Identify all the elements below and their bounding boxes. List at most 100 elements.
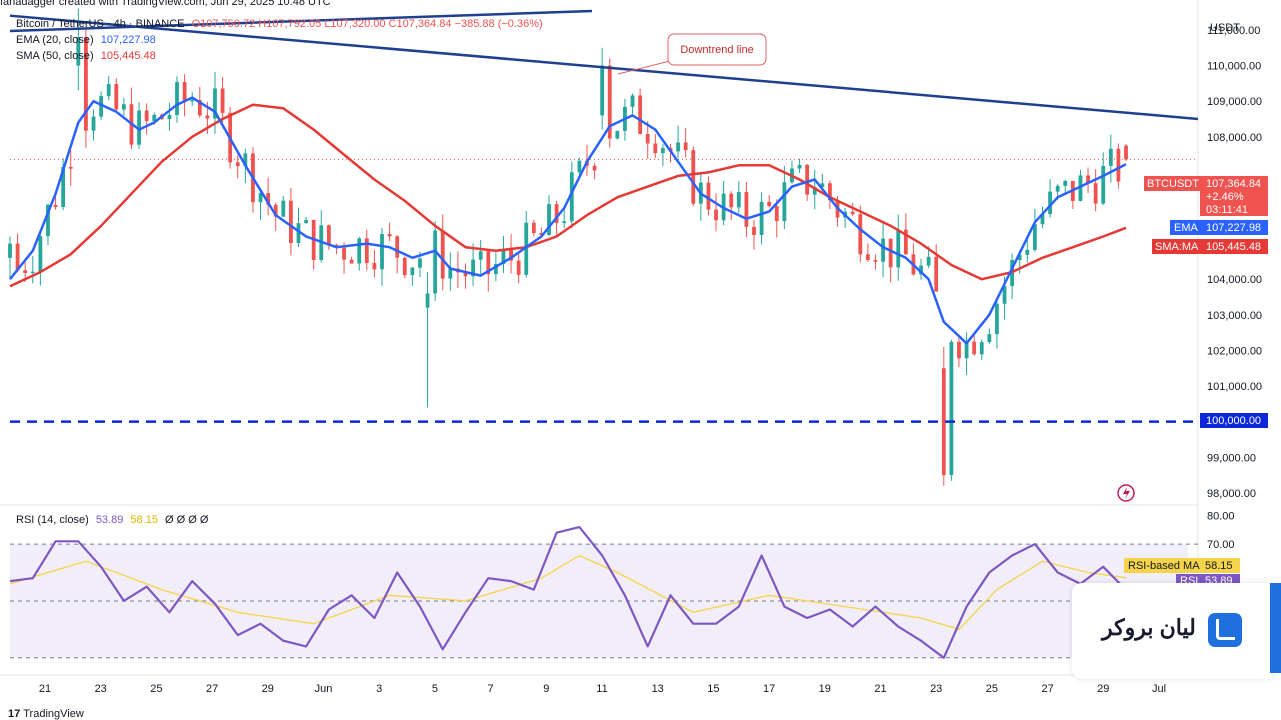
time-tick: 27	[1041, 683, 1053, 695]
candle-body	[660, 148, 665, 154]
candle-body	[926, 256, 931, 266]
time-tick: Jul	[1152, 683, 1166, 695]
candle-body	[243, 153, 248, 167]
candle-body	[979, 342, 984, 355]
candle-body	[516, 260, 521, 275]
price-tick: 111,000.00	[1207, 25, 1260, 37]
candle-body	[220, 88, 225, 113]
candle-body	[736, 192, 741, 208]
candle-body	[478, 251, 483, 260]
candle-body	[38, 236, 43, 272]
candle-body	[471, 259, 476, 277]
sma-tag-value-bg	[1200, 239, 1268, 254]
price-tick: 110,000.00	[1207, 61, 1261, 73]
candle-body	[84, 37, 88, 131]
rsi-legend-extra: Ø Ø Ø Ø	[165, 514, 209, 526]
downtrend-annotation[interactable]: Downtrend line	[617, 33, 767, 75]
candle-body	[61, 166, 66, 207]
annotation-text: Downtrend line	[680, 44, 753, 56]
candle-body	[152, 114, 157, 121]
candle-body	[1116, 148, 1121, 182]
ema-tag-value: 107,227.98	[1206, 222, 1261, 234]
candle-body	[99, 96, 104, 117]
last-price-tag-bg	[1200, 176, 1268, 216]
tradingview-text: TradingView	[23, 708, 84, 720]
ema-tag-label: EMA	[1174, 222, 1199, 234]
candle-body	[1048, 191, 1052, 215]
author-line: fanadagger created with TradingView.com,…	[0, 0, 331, 8]
candle-body	[1002, 285, 1007, 304]
candle-body	[46, 204, 50, 237]
last-price: 107,364.84	[1206, 178, 1261, 190]
candle-body	[812, 187, 817, 195]
ema-legend[interactable]: EMA (20, close) 107,227.98	[16, 34, 160, 46]
trend-layer	[9, 9, 1199, 121]
lightning-icon[interactable]	[1117, 484, 1135, 502]
support-tag-value: 100,000.00	[1206, 415, 1261, 427]
candle-body	[190, 100, 195, 102]
tradingview-mark-icon: 17	[8, 708, 21, 720]
candle-body	[258, 193, 263, 203]
bar-countdown: 03:11:41	[1206, 204, 1248, 216]
rsi-band-fill	[10, 544, 1188, 658]
candle-body	[372, 263, 377, 270]
candle-body	[683, 142, 688, 151]
candle-body	[380, 234, 384, 270]
candle-body	[182, 82, 187, 102]
upper-trend-line[interactable]	[9, 9, 593, 33]
downtrend-line[interactable]	[9, 14, 1199, 121]
candle-body	[273, 204, 278, 217]
rsi-ma-tag-value-bg	[1200, 558, 1240, 573]
rsi-ma-tag-value: 58.15	[1205, 560, 1233, 572]
candle-body	[858, 214, 863, 255]
candle-body	[638, 95, 643, 134]
candle-body	[888, 238, 893, 268]
symbol-title[interactable]: Bitcoin / TetherUS · 4h · BINANCE	[16, 18, 185, 30]
candle-body	[934, 256, 939, 292]
time-tick: 11	[596, 683, 607, 695]
candle-body	[577, 160, 582, 173]
rsi-ma-tag-bg	[1124, 558, 1200, 573]
candle-body	[364, 238, 369, 264]
rsi-axis-ticks: 80.00 70.00	[1207, 511, 1235, 551]
rsi-legend[interactable]: RSI (14, close) 53.89 58.15 Ø Ø Ø Ø	[16, 514, 212, 526]
ema-tag-value-bg	[1200, 220, 1268, 235]
ohlc-values: O107,750.72 H107,792.05 L107,320.00 C107…	[191, 18, 543, 30]
rsi-line	[9, 525, 1127, 659]
time-tick: 5	[432, 683, 438, 695]
candle-body	[288, 200, 293, 244]
candle-body	[782, 182, 787, 222]
candle-body	[820, 183, 825, 188]
candle-body	[964, 341, 969, 359]
ema-legend-value: 107,227.98	[100, 34, 156, 46]
ema-tag-bg	[1170, 220, 1200, 235]
candle-body	[972, 341, 977, 355]
rsi-tick: 70.00	[1207, 539, 1235, 551]
candle-body	[15, 243, 20, 271]
sma-legend[interactable]: SMA (50, close) 105,445.48	[16, 50, 160, 62]
candle-body	[1124, 145, 1128, 160]
broker-accent-bar	[1270, 583, 1281, 673]
candle-body	[714, 209, 718, 221]
price-tick: 103,000.00	[1207, 310, 1262, 322]
candle-body	[114, 84, 119, 110]
candle-body	[569, 172, 574, 222]
price-tick: 109,000.00	[1207, 96, 1262, 108]
candle-body	[387, 234, 392, 237]
candle-body	[1063, 180, 1068, 186]
candle-body	[304, 219, 308, 224]
candle-body	[23, 270, 28, 273]
candle-body	[433, 230, 438, 294]
candle-body	[463, 272, 468, 277]
broker-logo-icon	[1208, 613, 1242, 647]
symbol-tag-bg	[1144, 176, 1200, 191]
rsi-ma-legend-value: 58.15	[130, 514, 158, 526]
sma-legend-value: 105,445.48	[100, 50, 156, 62]
time-tick: 27	[206, 683, 218, 695]
candle-body	[440, 230, 445, 279]
time-tick: 9	[543, 683, 549, 695]
candle-body	[1017, 254, 1022, 260]
price-tick: 108,000.00	[1207, 132, 1262, 144]
candle-body	[645, 133, 650, 144]
time-axis-ticks: 21 23 25 27 29 Jun 3 5 7 9 11 13 15 17 19 21 23 25 27 29 Jul	[39, 683, 1166, 695]
